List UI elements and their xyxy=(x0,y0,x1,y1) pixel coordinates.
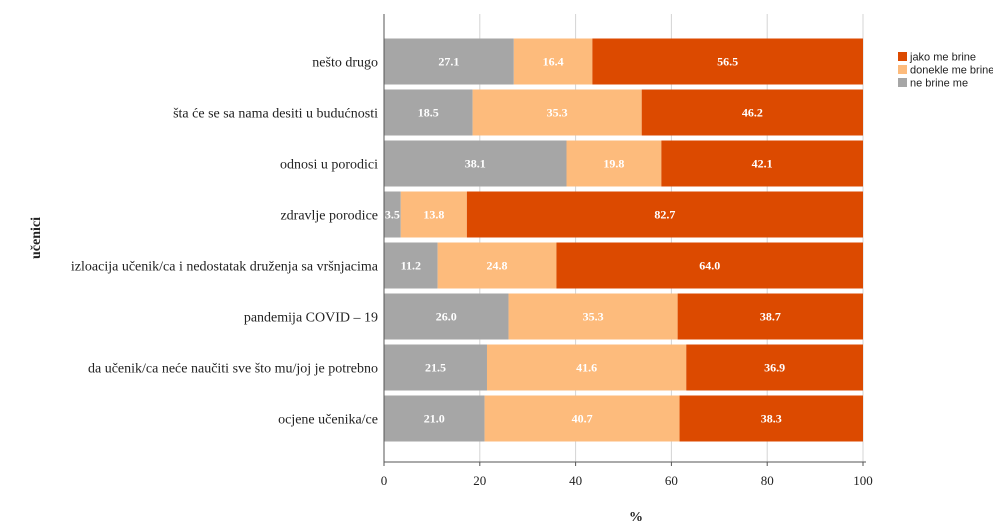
bar-segment xyxy=(566,140,662,187)
x-axis: 0 20 40 60 80 100 xyxy=(381,461,873,488)
bar-segment xyxy=(677,293,863,340)
bar-segment xyxy=(513,38,593,85)
data-label: 21.5 xyxy=(425,361,446,375)
x-tick-label: 100 xyxy=(853,473,873,488)
bar-segment xyxy=(486,344,687,391)
x-tick-label: 0 xyxy=(381,473,388,488)
data-label: 42.1 xyxy=(752,157,773,171)
data-label: 36.9 xyxy=(764,361,785,375)
data-label: 56.5 xyxy=(717,55,738,69)
category-labels: nešto drugo šta će se sa nama desiti u bu… xyxy=(71,56,379,428)
data-label: 3.5 xyxy=(385,208,400,222)
data-label: 35.3 xyxy=(583,310,604,324)
bar-segment xyxy=(679,395,863,442)
bars: 27.1 16.4 56.5 18.5 35.3 46.2 38.1 19.8 42.1 3.5 1… xyxy=(384,38,863,442)
category-label: šta će se sa nama desiti u budućnosti xyxy=(173,107,378,122)
category-label: izloacija učenik/ca i nedostatak druženj… xyxy=(71,260,379,275)
category-label: ocjene učenika/ce xyxy=(278,413,378,428)
bar-segment xyxy=(641,89,863,136)
data-label: 35.3 xyxy=(547,106,568,120)
legend-swatch xyxy=(898,65,907,74)
bar-segment xyxy=(466,191,863,238)
category-label: nešto drugo xyxy=(312,56,378,71)
bar-segment xyxy=(384,242,438,289)
legend-swatch xyxy=(898,78,907,87)
bar-segment xyxy=(437,242,557,289)
data-label: 11.2 xyxy=(401,259,421,273)
bar-segment xyxy=(400,191,467,238)
category-label: pandemija COVID – 19 xyxy=(244,311,378,326)
y-axis-title: učenici xyxy=(29,217,44,259)
data-label: 24.8 xyxy=(487,259,508,273)
data-label: 41.6 xyxy=(576,361,597,375)
bar-segment xyxy=(384,89,473,136)
bar-segment xyxy=(384,191,401,238)
data-label: 64.0 xyxy=(699,259,720,273)
x-tick-label: 20 xyxy=(473,473,486,488)
data-label: 38.7 xyxy=(760,310,781,324)
bar-segment xyxy=(384,38,514,85)
data-label: 13.8 xyxy=(423,208,444,222)
data-label: 16.4 xyxy=(543,55,564,69)
data-label: 82.7 xyxy=(654,208,675,222)
data-label: 19.8 xyxy=(603,157,624,171)
x-tick-label: 40 xyxy=(569,473,582,488)
data-label: 40.7 xyxy=(572,412,593,426)
bar-segment xyxy=(592,38,863,85)
data-label: 38.1 xyxy=(465,157,486,171)
x-tick-label: 60 xyxy=(665,473,678,488)
bar-segment xyxy=(686,344,863,391)
data-label: 18.5 xyxy=(418,106,439,120)
x-tick-label: 80 xyxy=(761,473,774,488)
legend-label: ne brine me xyxy=(910,78,968,90)
x-axis-title: % xyxy=(629,510,643,525)
bar-segment xyxy=(384,140,567,187)
bar-segment xyxy=(508,293,678,340)
data-label: 38.3 xyxy=(761,412,782,426)
data-label: 26.0 xyxy=(436,310,457,324)
bar-segment xyxy=(484,395,680,442)
legend-label: donekle me brine xyxy=(910,65,993,77)
bar-segment xyxy=(556,242,863,289)
legend-label: jako me brine xyxy=(909,52,976,64)
bar-segment xyxy=(384,395,485,442)
category-label: zdravlje porodice xyxy=(280,209,378,224)
bar-segment xyxy=(472,89,642,136)
category-label: da učenik/ca neće naučiti sve što mu/joj… xyxy=(88,362,378,377)
data-label: 27.1 xyxy=(438,55,459,69)
bar-segment xyxy=(384,293,509,340)
data-label: 21.0 xyxy=(424,412,445,426)
data-label: 46.2 xyxy=(742,106,763,120)
bar-segment xyxy=(661,140,863,187)
bar-segment xyxy=(384,344,487,391)
category-label: odnosi u porodici xyxy=(280,158,378,173)
legend-swatch xyxy=(898,52,907,61)
